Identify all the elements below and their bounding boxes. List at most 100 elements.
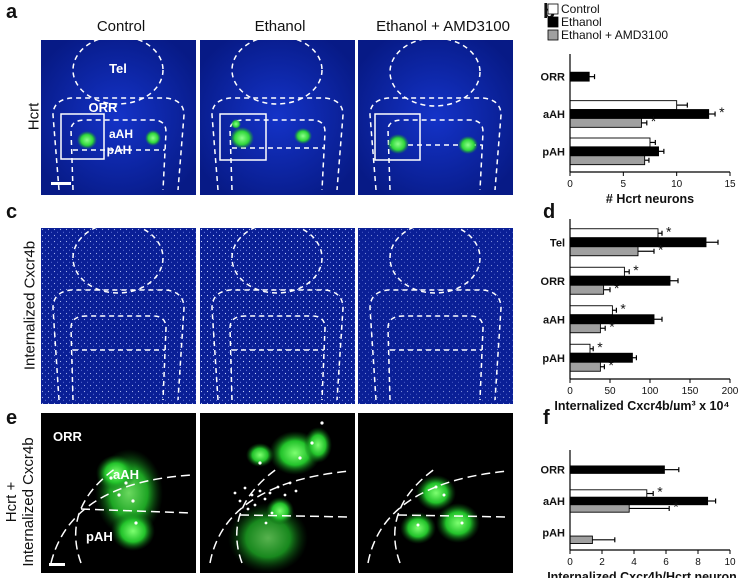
x-tick-label-5: 5: [621, 179, 627, 190]
legend-swatch-2: [547, 29, 559, 41]
micrograph-a-control-svg: Tel ORR aAH pAH: [41, 40, 196, 195]
category-label-pah: pAH: [542, 527, 565, 539]
region-label-e-orr: ORR: [53, 429, 83, 444]
region-label-tel: Tel: [109, 61, 127, 76]
significance-star-aah-2: *: [609, 318, 615, 334]
micrograph-a-ethanol-svg: [200, 40, 355, 195]
significance-star-aah-1: *: [719, 104, 725, 120]
bar-pah-0: [569, 137, 651, 148]
row-label-hcrt: Hcrt: [25, 102, 43, 131]
panel-letter-a: a: [6, 1, 18, 23]
x-tick-label-4: 4: [631, 557, 637, 568]
bar-tel-0: [569, 228, 659, 239]
significance-star-pah-0: *: [597, 339, 603, 355]
x-tick-label-200: 200: [722, 386, 739, 397]
micrograph-c-ethanol-svg: [200, 228, 355, 404]
panel-letter-e: e: [6, 407, 18, 429]
x-tick-label-2: 2: [599, 557, 605, 568]
category-label-pah: pAH: [542, 353, 565, 365]
x-tick-label-50: 50: [604, 386, 616, 397]
micrograph-e-amd3100: [358, 413, 513, 573]
bar-orr-1: [569, 71, 590, 82]
column-title-ethanol-amd3100: Ethanol + AMD3100: [376, 18, 510, 35]
micrograph-a-amd3100-svg: [358, 40, 513, 195]
micrograph-e-amd3100-svg: [358, 413, 513, 573]
x-tick-label-10: 10: [724, 557, 736, 568]
category-label-aah: aAH: [543, 109, 565, 121]
legend-swatch-1: [547, 16, 559, 28]
x-tick-label-15: 15: [724, 179, 736, 190]
panel-letter-d: d: [543, 201, 556, 223]
significance-star-aah-2: *: [651, 113, 657, 129]
category-label-orr: ORR: [541, 465, 566, 477]
region-label-orr: ORR: [89, 100, 119, 115]
bar-pah-2: [569, 535, 593, 544]
micrograph-c-ethanol: [200, 228, 355, 404]
x-axis-title: Internalized Cxcr4b/µm³ x 10⁴: [554, 399, 729, 410]
bar-aah-0: [569, 489, 648, 498]
region-label-e-aah: aAH: [113, 467, 139, 482]
micrograph-c-amd3100-svg: [358, 228, 513, 404]
bar-aah-2: [569, 504, 630, 513]
significance-star-aah-2: *: [673, 498, 679, 514]
significance-star-tel-0: *: [666, 223, 672, 239]
bar-orr-1: [569, 275, 671, 286]
micrograph-a-amd3100: [358, 40, 513, 195]
x-tick-label-100: 100: [642, 386, 659, 397]
category-label-aah: aAH: [543, 314, 565, 326]
bar-orr-2: [569, 284, 605, 295]
row-label-e: Hcrt + Internalized Cxcr4b: [0, 420, 42, 570]
region-label-pah: pAH: [107, 143, 132, 157]
bar-aah-2: [569, 117, 642, 128]
bar-aah-2: [569, 323, 601, 334]
legend-swatch-0: [547, 3, 559, 15]
x-tick-label-0: 0: [567, 179, 573, 190]
category-label-pah: pAH: [542, 146, 565, 158]
bar-pah-2: [569, 361, 601, 372]
micrograph-c-control-svg: [41, 228, 196, 404]
bar-pah-2: [569, 155, 646, 166]
x-tick-label-150: 150: [682, 386, 699, 397]
bar-tel-1: [569, 237, 707, 248]
significance-star-aah-0: *: [620, 300, 626, 316]
category-label-tel: Tel: [550, 237, 565, 249]
legend-label-1: Ethanol: [561, 15, 602, 29]
micrograph-c-amd3100: [358, 228, 513, 404]
significance-star-tel-2: *: [658, 241, 664, 257]
category-label-aah: aAH: [543, 496, 565, 508]
micrograph-e-control-svg: ORR aAH pAH: [41, 413, 196, 573]
micrograph-e-ethanol: [200, 413, 355, 573]
micrograph-c-control: [41, 228, 196, 404]
legend-label-0: Control: [561, 2, 600, 16]
row-label-e-line1: Hcrt +: [3, 481, 20, 523]
micrograph-a-control: Tel ORR aAH pAH: [41, 40, 196, 195]
category-label-orr: ORR: [541, 276, 566, 288]
bar-tel-2: [569, 246, 639, 257]
micrograph-a-ethanol: [200, 40, 355, 195]
significance-star-aah-0: *: [657, 484, 663, 500]
x-axis-title: # Hcrt neurons: [606, 192, 694, 205]
legend-label-2: Ethanol + AMD3100: [561, 28, 668, 42]
chart-f: ORR aAH * * pAH 0 2 4 6 8 10 Internalized Cxcr4b/Hc…: [541, 450, 737, 578]
significance-star-orr-2: *: [614, 280, 620, 296]
panel-letter-f: f: [543, 407, 550, 429]
category-label-orr: ORR: [541, 72, 566, 84]
bar-aah-0: [569, 305, 613, 316]
micrograph-e-ethanol-svg: [200, 413, 355, 573]
column-title-control: Control: [96, 18, 146, 35]
row-label-e-line2: Internalized Cxcr4b: [20, 437, 37, 567]
x-tick-label-0: 0: [567, 557, 573, 568]
bar-aah-1: [569, 496, 709, 506]
x-axis-title: Internalized Cxcr4b/Hcrt neuron: [547, 570, 737, 578]
region-label-aah: aAH: [109, 127, 133, 141]
x-tick-label-0: 0: [567, 386, 573, 397]
bar-aah-1: [569, 109, 710, 119]
panel-letter-c: c: [6, 201, 18, 223]
significance-star-orr-0: *: [633, 262, 639, 278]
x-tick-label-6: 6: [663, 557, 669, 568]
bar-aah-0: [569, 100, 678, 111]
x-tick-label-10: 10: [671, 179, 683, 190]
micrograph-e-control: ORR aAH pAH: [41, 413, 196, 573]
bar-pah-1: [569, 352, 633, 363]
